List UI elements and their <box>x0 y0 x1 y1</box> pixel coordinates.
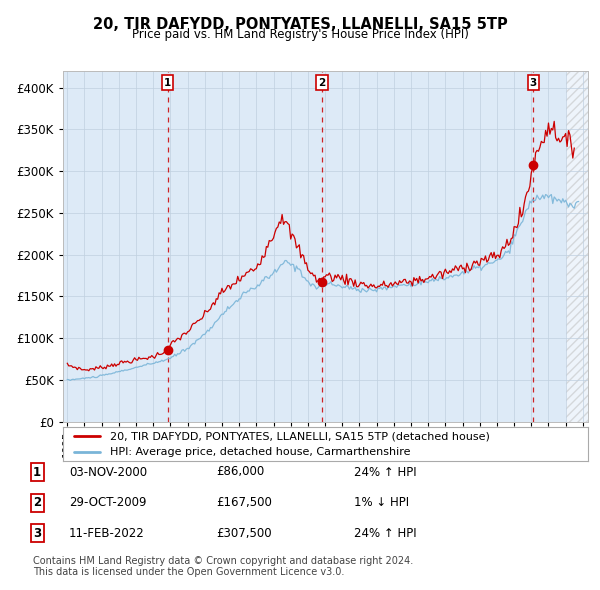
Text: 3: 3 <box>33 527 41 540</box>
Text: 20, TIR DAFYDD, PONTYATES, LLANELLI, SA15 5TP: 20, TIR DAFYDD, PONTYATES, LLANELLI, SA1… <box>92 17 508 31</box>
Text: 24% ↑ HPI: 24% ↑ HPI <box>354 527 416 540</box>
Text: 03-NOV-2000: 03-NOV-2000 <box>69 466 147 478</box>
Text: This data is licensed under the Open Government Licence v3.0.: This data is licensed under the Open Gov… <box>33 567 344 577</box>
Text: Contains HM Land Registry data © Crown copyright and database right 2024.: Contains HM Land Registry data © Crown c… <box>33 556 413 566</box>
Text: 1% ↓ HPI: 1% ↓ HPI <box>354 496 409 509</box>
Text: 29-OCT-2009: 29-OCT-2009 <box>69 496 146 509</box>
Text: 24% ↑ HPI: 24% ↑ HPI <box>354 466 416 478</box>
Text: Price paid vs. HM Land Registry's House Price Index (HPI): Price paid vs. HM Land Registry's House … <box>131 28 469 41</box>
Text: £307,500: £307,500 <box>216 527 272 540</box>
Text: £86,000: £86,000 <box>216 466 264 478</box>
Text: 1: 1 <box>33 466 41 478</box>
Text: 2: 2 <box>33 496 41 509</box>
Text: 11-FEB-2022: 11-FEB-2022 <box>69 527 145 540</box>
Text: £167,500: £167,500 <box>216 496 272 509</box>
Text: HPI: Average price, detached house, Carmarthenshire: HPI: Average price, detached house, Carm… <box>110 447 411 457</box>
Text: 2: 2 <box>319 77 326 87</box>
Text: 1: 1 <box>164 77 171 87</box>
Text: 20, TIR DAFYDD, PONTYATES, LLANELLI, SA15 5TP (detached house): 20, TIR DAFYDD, PONTYATES, LLANELLI, SA1… <box>110 431 490 441</box>
Text: 3: 3 <box>530 77 537 87</box>
